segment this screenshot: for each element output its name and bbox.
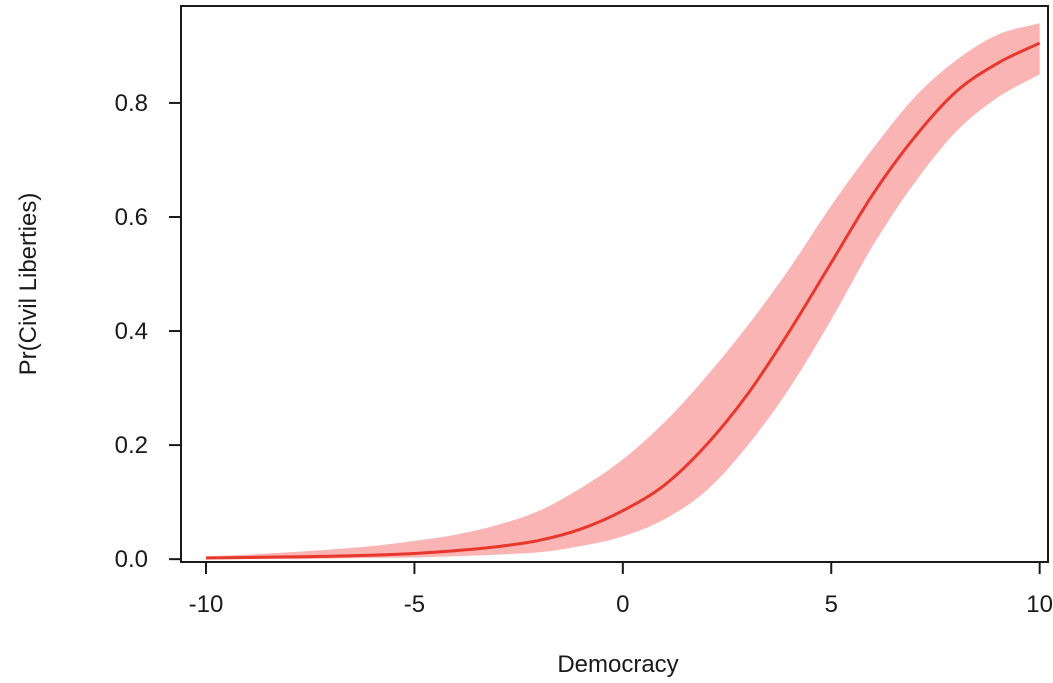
y-tick-label: 0.4 <box>115 318 148 345</box>
line-layer <box>205 41 1041 560</box>
x-axis-title: Democracy <box>557 651 678 678</box>
y-axis-title: Pr(Civil Liberties) <box>15 193 42 376</box>
x-tick-label: 0 <box>616 591 629 618</box>
x-tick-label: 10 <box>1026 591 1053 618</box>
y-axis: 0.0 0.2 0.4 0.6 0.8 <box>115 90 181 573</box>
confidence-band <box>206 23 1040 560</box>
y-tick-label: 0.8 <box>115 90 148 117</box>
y-tick-label: 0.0 <box>115 546 148 573</box>
plot-frame <box>180 5 1049 563</box>
x-axis: -10 -5 0 5 10 <box>189 562 1053 618</box>
x-tick-label: -5 <box>404 591 425 618</box>
confidence-band-layer <box>206 23 1040 560</box>
x-tick-label: -10 <box>189 591 224 618</box>
x-tick-label: 5 <box>825 591 838 618</box>
y-tick-label: 0.6 <box>115 204 148 231</box>
y-tick-label: 0.2 <box>115 432 148 459</box>
probability-line <box>205 41 1041 560</box>
